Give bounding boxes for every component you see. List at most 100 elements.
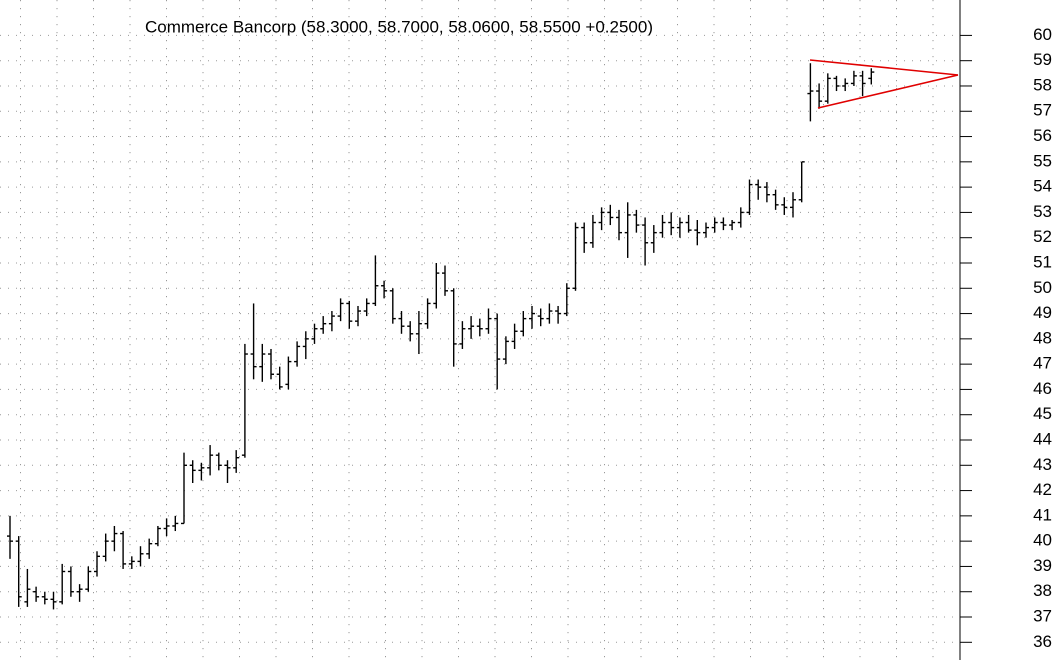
ohlc-bar — [824, 73, 831, 104]
y-tick-label: 44 — [1033, 429, 1052, 448]
ohlc-bar — [624, 202, 631, 258]
ohlc-bar — [485, 308, 492, 334]
y-tick-label: 54 — [1033, 177, 1052, 196]
ohlc-bar — [833, 75, 840, 92]
y-tick-label: 40 — [1033, 531, 1052, 550]
ohlc-bar — [694, 220, 701, 246]
y-tick-label: 46 — [1033, 379, 1052, 398]
ohlc-bar — [163, 518, 170, 537]
ohlc-bar — [555, 305, 562, 324]
ohlc-bar — [146, 538, 153, 559]
ohlc-bar — [233, 450, 240, 473]
ohlc-bar — [94, 551, 100, 577]
ohlc-bar — [598, 207, 605, 231]
ohlc-bar — [302, 331, 309, 360]
y-tick-label: 37 — [1033, 606, 1052, 625]
ohlc-bar — [607, 204, 614, 226]
ohlc-bar — [720, 217, 727, 231]
y-tick-label: 57 — [1033, 101, 1052, 120]
ohlc-bar — [816, 83, 823, 109]
ohlc-bar — [102, 533, 109, 562]
ohlc-bar — [381, 280, 388, 299]
ohlc-bar — [868, 68, 875, 85]
y-tick-label: 58 — [1033, 75, 1052, 94]
trend-line — [809, 59, 959, 76]
ohlc-bar — [468, 316, 475, 339]
ohlc-bar — [215, 452, 222, 471]
y-tick-label: 59 — [1033, 50, 1052, 69]
ohlc-bar — [268, 348, 274, 380]
ohlc-bar — [328, 311, 335, 332]
ohlc-bar — [494, 313, 501, 390]
ohlc-bar — [346, 300, 353, 329]
ohlc-bar — [737, 207, 744, 228]
ohlc-bar — [859, 70, 866, 97]
y-tick-label: 38 — [1033, 581, 1052, 600]
y-tick-label: 39 — [1033, 556, 1052, 575]
y-tick-label: 45 — [1033, 404, 1052, 423]
ohlc-bar — [659, 214, 666, 238]
ohlc-bar — [24, 568, 31, 607]
triangle-pattern — [809, 59, 959, 109]
ohlc-bar — [189, 460, 196, 483]
ohlc-bar — [337, 298, 344, 322]
ohlc-bar — [781, 197, 788, 215]
ohlc-bar — [294, 341, 301, 367]
y-tick-label: 53 — [1033, 202, 1052, 221]
ohlc-bar — [546, 303, 553, 324]
y-tick-label: 56 — [1033, 126, 1052, 145]
ohlc-bar — [842, 78, 849, 92]
ohlc-bar — [685, 214, 692, 233]
y-tick-label: 47 — [1033, 354, 1052, 373]
ohlc-bar — [7, 515, 13, 559]
y-axis: 36 37 38 39 40 41 42 43 44 45 46 47 48 49 50 51 52 53 54 55… — [0, 25, 1052, 651]
ohlc-bar — [137, 546, 144, 567]
ohlc-bar — [259, 343, 266, 382]
trend-line — [817, 74, 959, 109]
ohlc-bar — [529, 305, 535, 329]
ohlc-bar — [563, 283, 570, 317]
ohlc-bar — [67, 566, 74, 597]
ohlc-bar — [285, 356, 292, 390]
ohlc-bar — [15, 536, 22, 607]
ohlc-bar — [711, 217, 718, 233]
ohlc-bar — [442, 265, 448, 296]
ohlc-bar — [433, 262, 440, 309]
ohlc-bar — [50, 591, 57, 610]
y-tick-label: 52 — [1033, 227, 1052, 246]
ohlc-bar — [407, 321, 414, 342]
y-tick-label: 43 — [1033, 455, 1052, 474]
ohlc-bar — [450, 288, 457, 367]
ohlc-bar — [537, 308, 544, 327]
ohlc-bar — [207, 445, 214, 476]
ohlc-bar — [772, 189, 779, 210]
ohlc-bar — [616, 209, 622, 241]
ohlc-bar — [59, 563, 66, 605]
ohlc-bar — [502, 336, 509, 365]
y-tick-label: 48 — [1033, 328, 1052, 347]
ohlc-bar — [320, 316, 327, 334]
y-tick-label: 42 — [1033, 480, 1052, 499]
ohlc-bar — [33, 586, 40, 602]
ohlc-bar — [181, 452, 187, 525]
ohlc-bar — [85, 566, 92, 592]
ohlc-bar — [476, 318, 483, 337]
ohlc-bar — [250, 303, 257, 380]
ohlc-bar — [746, 179, 753, 215]
ohlc-bar — [520, 311, 527, 337]
ohlc-bar — [511, 323, 518, 349]
ohlc-bar — [798, 161, 805, 203]
ohlc-bar — [459, 321, 466, 349]
ohlc-bar — [642, 217, 649, 266]
ohlc-bar — [355, 305, 361, 327]
y-tick-label: 50 — [1033, 278, 1052, 297]
ohlc-bar — [128, 556, 135, 569]
ohlc-bar — [120, 531, 127, 569]
ohlc-bar — [850, 70, 857, 86]
ohlc-bar — [372, 255, 379, 306]
ohlc-bar — [589, 214, 596, 248]
y-tick-label: 55 — [1033, 151, 1052, 170]
ohlc-bar — [172, 515, 179, 532]
